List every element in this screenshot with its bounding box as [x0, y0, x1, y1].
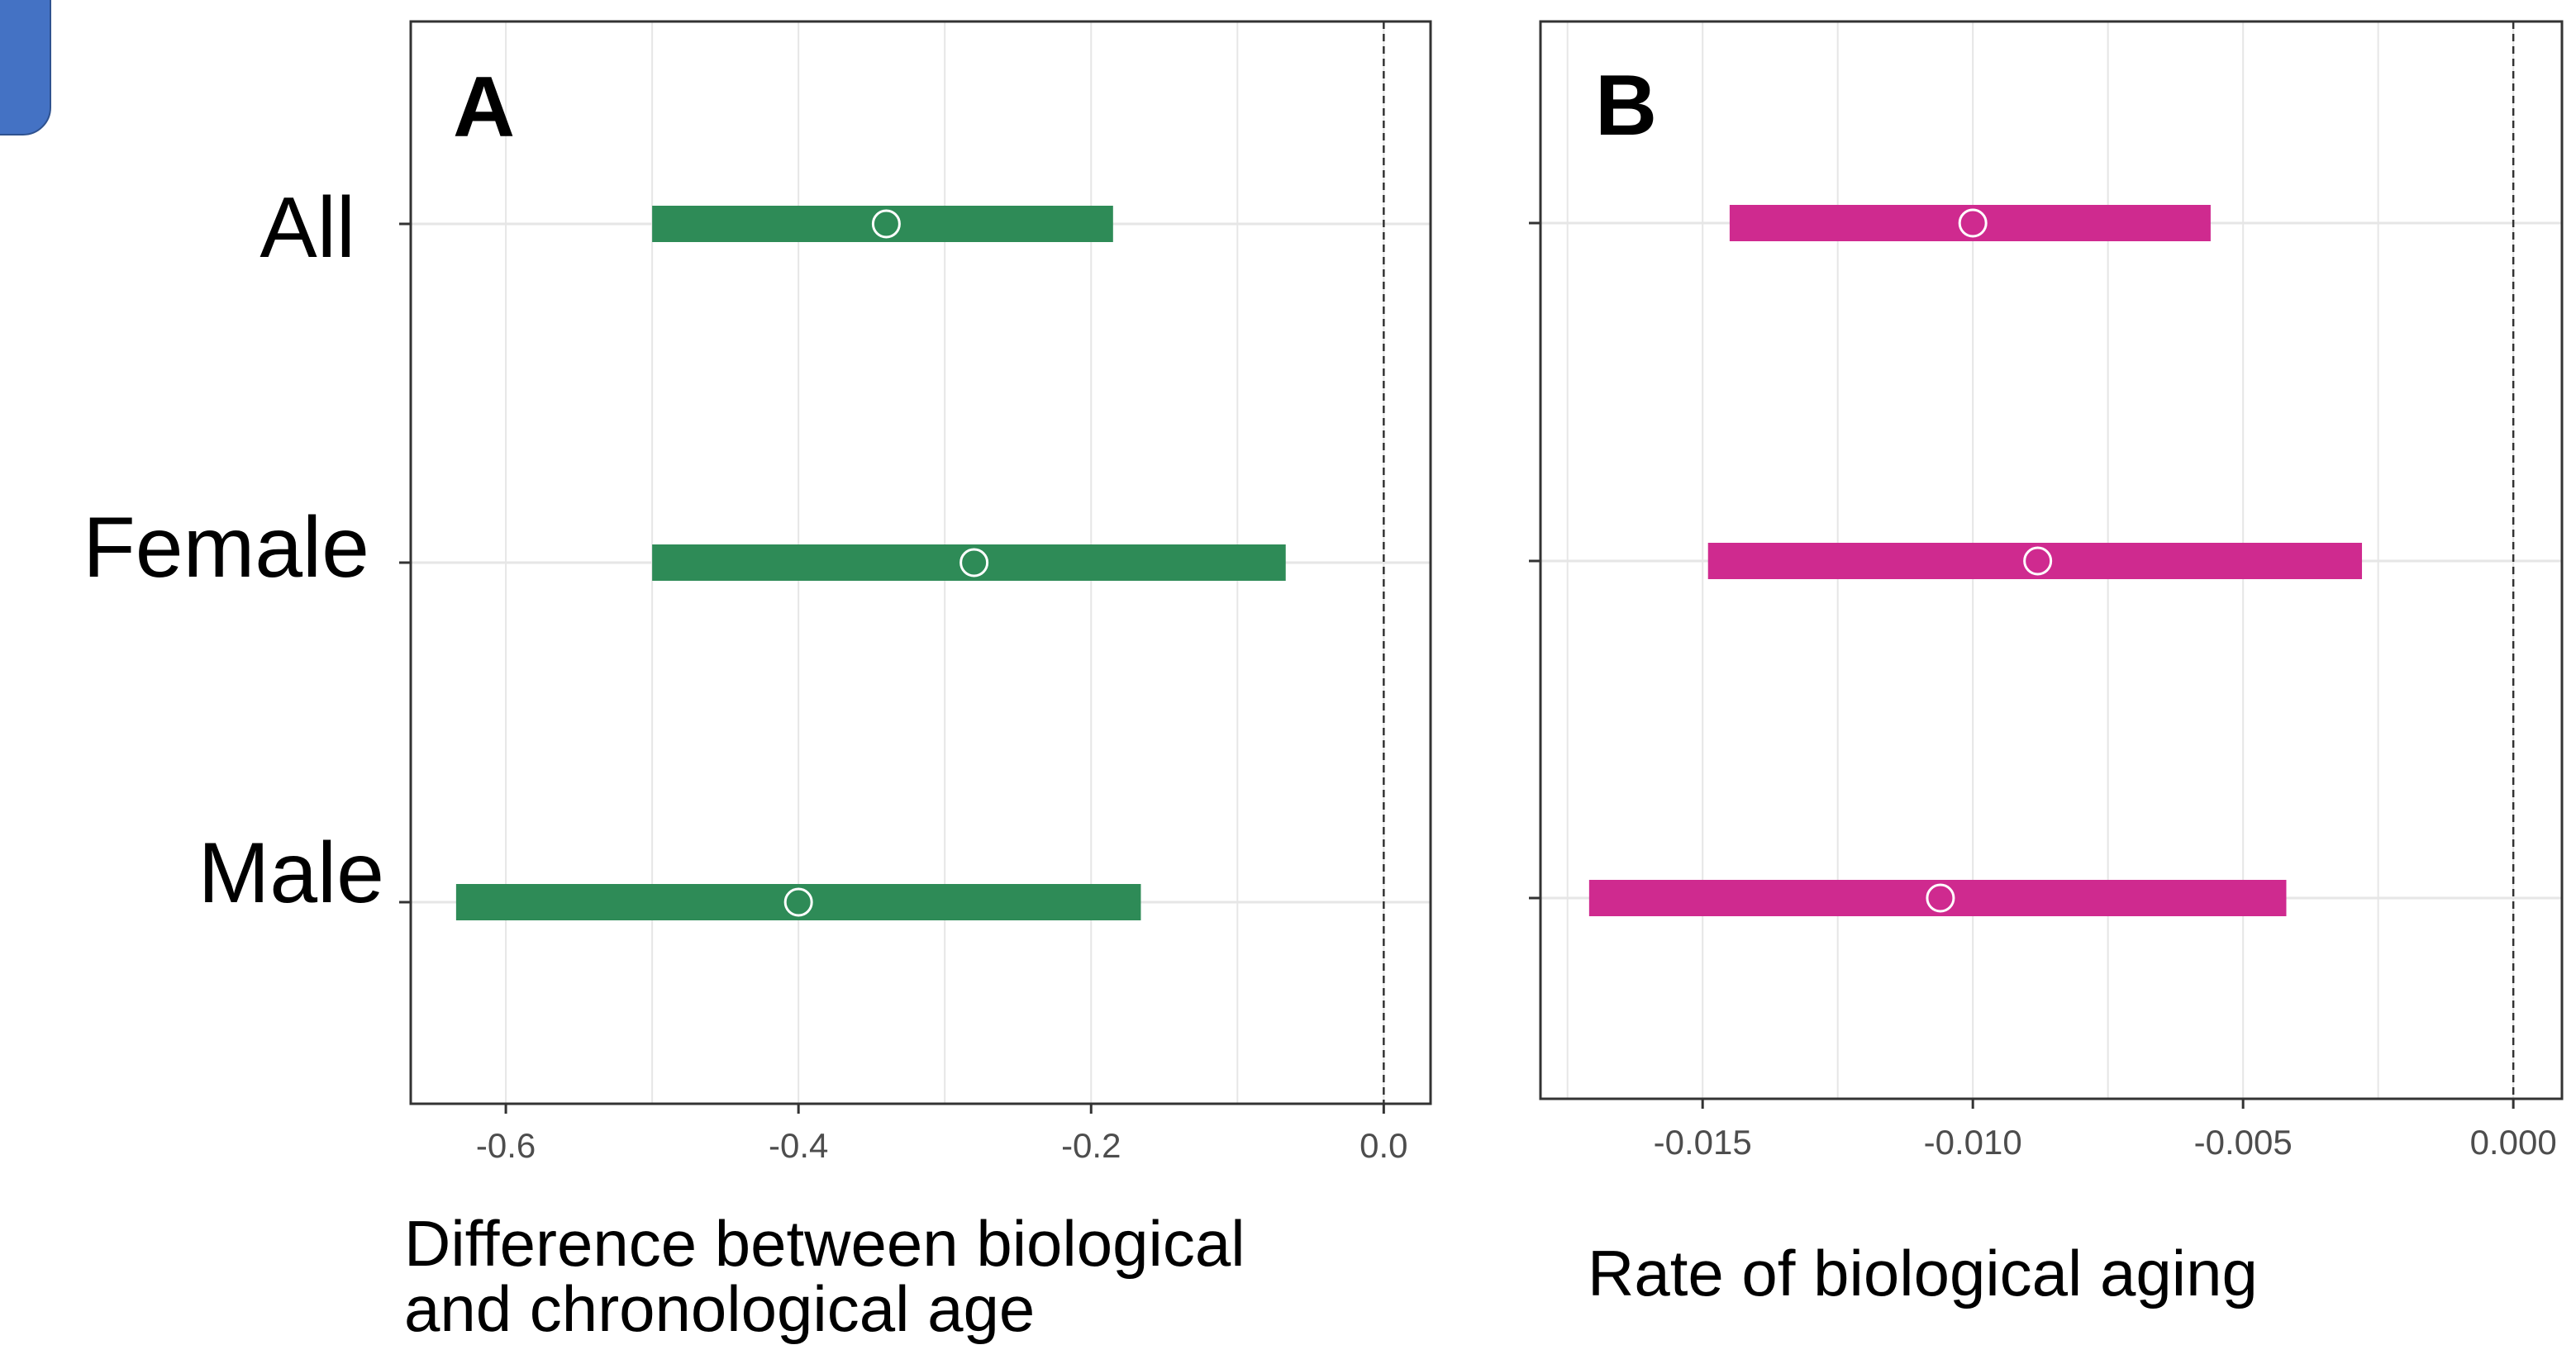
x-axis-label: and chronological age	[404, 1272, 1035, 1345]
panel-b: -0.015 -0.010 -0.005 0.000 B Rate of biologic…	[1529, 20, 2564, 1309]
point-estimate-all	[1958, 208, 1988, 238]
point-estimate-female	[959, 548, 989, 577]
x-tick-label: -0.2	[1061, 1126, 1121, 1165]
point-estimate-all	[871, 209, 901, 239]
x-tick-label: 0.0	[1359, 1126, 1407, 1165]
panel-label: B	[1595, 58, 1657, 154]
x-axis-label: Difference between biological	[404, 1207, 1245, 1280]
point-estimate-female	[2023, 546, 2053, 576]
x-tick-label: -0.6	[476, 1126, 536, 1165]
point-estimate-male	[783, 887, 813, 917]
category-label-all: All	[260, 180, 355, 276]
x-tick-label: -0.015	[1654, 1123, 1752, 1162]
x-tick-label: -0.005	[2194, 1123, 2293, 1162]
panel-label: A	[453, 59, 515, 155]
x-axis-label: Rate of biological aging	[1588, 1237, 2258, 1309]
x-tick-label: 0.000	[2470, 1123, 2557, 1162]
x-tick-label: -0.4	[769, 1126, 828, 1165]
category-label-male: Male	[198, 825, 384, 921]
category-label-female: Female	[83, 500, 369, 596]
x-tick-label: -0.010	[1924, 1123, 2022, 1162]
point-estimate-male	[1926, 883, 1955, 913]
decorative-tab-shape	[0, 0, 51, 135]
panel-a: -0.6 -0.4 -0.2 0.0 All Female Male A Difference …	[83, 20, 1432, 1345]
